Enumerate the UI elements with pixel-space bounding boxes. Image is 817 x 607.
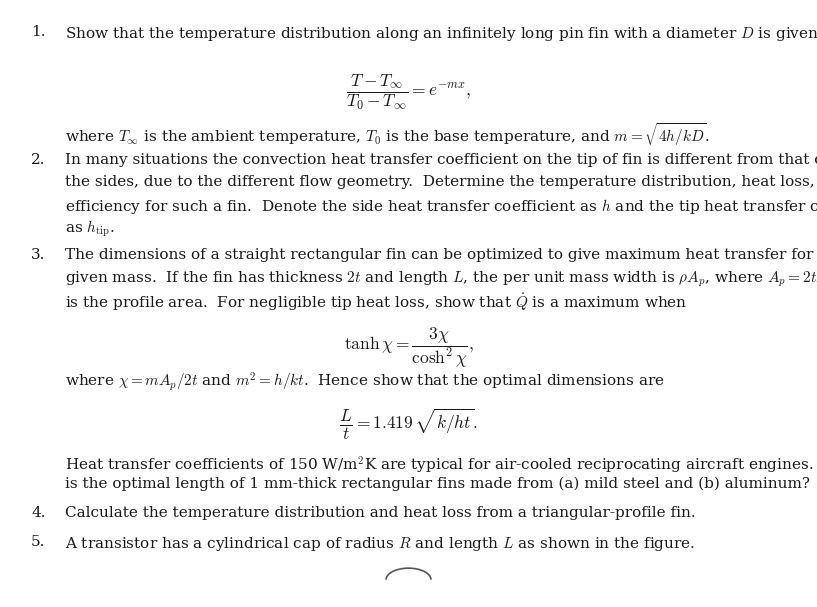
Text: where $\chi = mA_p/2t$ and $m^2 = h/kt$.  Hence show that the optimal dimensions: where $\chi = mA_p/2t$ and $m^2 = h/kt$.… [65, 370, 665, 393]
Text: $\dfrac{T - T_\infty}{T_0 - T_\infty} = e^{-mx},$: $\dfrac{T - T_\infty}{T_0 - T_\infty} = … [346, 73, 471, 112]
Text: 5.: 5. [31, 535, 46, 549]
Text: is the optimal length of 1 mm-thick rectangular fins made from (a) mild steel an: is the optimal length of 1 mm-thick rect… [65, 477, 810, 492]
Text: Heat transfer coefficients of 150 W/m$^2$K are typical for air-cooled reciprocat: Heat transfer coefficients of 150 W/m$^2… [65, 455, 817, 476]
Text: Show that the temperature distribution along an infinitely long pin fin with a d: Show that the temperature distribution a… [65, 25, 817, 44]
Text: Calculate the temperature distribution and heat loss from a triangular-profile f: Calculate the temperature distribution a… [65, 506, 696, 520]
Text: 3.: 3. [31, 248, 46, 262]
Text: given mass.  If the fin has thickness $2t$ and length $L$, the per unit mass wid: given mass. If the fin has thickness $2t… [65, 270, 817, 289]
Text: In many situations the convection heat transfer coefficient on the tip of fin is: In many situations the convection heat t… [65, 153, 817, 167]
Text: as $h_\mathrm{tip}$.: as $h_\mathrm{tip}$. [65, 219, 115, 239]
Text: 1.: 1. [31, 25, 46, 39]
Text: 4.: 4. [31, 506, 46, 520]
Text: A transistor has a cylindrical cap of radius $R$ and length $L$ as shown in the : A transistor has a cylindrical cap of ra… [65, 535, 695, 554]
Text: efficiency for such a fin.  Denote the side heat transfer coefficient as $h$ and: efficiency for such a fin. Denote the si… [65, 197, 817, 215]
Text: is the profile area.  For negligible tip heat loss, show that $\dot{Q}$ is a max: is the profile area. For negligible tip … [65, 291, 688, 313]
Text: The dimensions of a straight rectangular fin can be optimized to give maximum he: The dimensions of a straight rectangular… [65, 248, 817, 262]
Text: 2.: 2. [31, 153, 46, 167]
Text: $\dfrac{L}{t} = 1.419\,\sqrt{k/ht}.$: $\dfrac{L}{t} = 1.419\,\sqrt{k/ht}.$ [339, 407, 478, 442]
Text: where $T_\infty$ is the ambient temperature, $T_0$ is the base temperature, and : where $T_\infty$ is the ambient temperat… [65, 121, 711, 148]
Text: the sides, due to the different flow geometry.  Determine the temperature distri: the sides, due to the different flow geo… [65, 175, 817, 189]
Text: $\tanh \chi = \dfrac{3\chi}{\cosh^2 \chi},$: $\tanh \chi = \dfrac{3\chi}{\cosh^2 \chi… [344, 326, 473, 370]
